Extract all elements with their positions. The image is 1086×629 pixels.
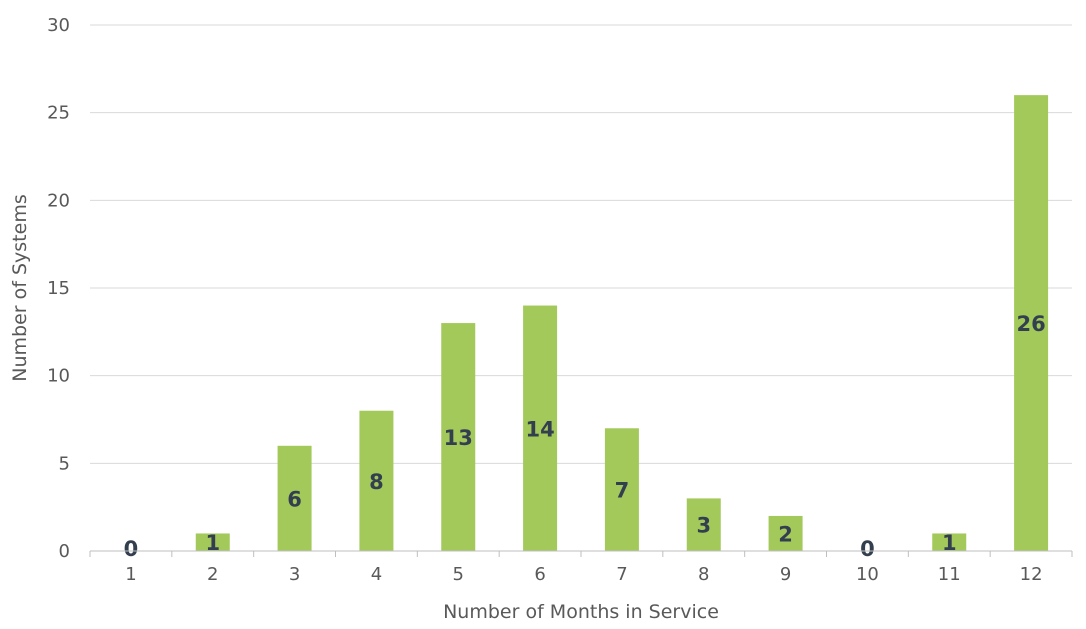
data-label: 8 xyxy=(369,470,384,494)
x-axis-title: Number of Months in Service xyxy=(443,601,719,623)
x-tick-label: 12 xyxy=(1020,564,1043,585)
x-tick-label: 1 xyxy=(125,564,136,585)
bar-12 xyxy=(1014,95,1049,551)
data-label: 6 xyxy=(287,487,302,511)
data-label: 13 xyxy=(444,426,473,450)
x-tick-label: 9 xyxy=(780,564,791,585)
x-tick-label: 7 xyxy=(616,564,627,585)
x-tick-label: 6 xyxy=(534,564,545,585)
x-tick-label: 8 xyxy=(698,564,709,585)
data-label: 26 xyxy=(1016,312,1045,336)
bar-5 xyxy=(441,323,476,551)
bar-3 xyxy=(277,445,312,551)
data-label: 0 xyxy=(860,537,875,561)
x-tick-labels: 1 2 3 4 5 6 7 8 9 10 11 12 xyxy=(125,564,1042,585)
bar-4 xyxy=(359,410,394,551)
bar-2 xyxy=(195,533,230,551)
data-label: 3 xyxy=(696,514,711,538)
x-tick-label: 3 xyxy=(289,564,300,585)
x-tick-label: 11 xyxy=(938,564,961,585)
x-tick-label: 5 xyxy=(453,564,464,585)
data-labels: 0 1 6 8 13 14 7 3 2 0 1 26 xyxy=(124,312,1046,561)
y-tick-label: 10 xyxy=(47,366,70,387)
y-tick-label: 30 xyxy=(47,15,70,36)
bar-8 xyxy=(686,498,721,551)
bar-9 xyxy=(768,515,803,551)
data-label: 2 xyxy=(778,522,793,546)
y-tick-label: 20 xyxy=(47,190,70,211)
data-label: 0 xyxy=(124,537,139,561)
x-tick-label: 10 xyxy=(856,564,879,585)
x-tick-label: 4 xyxy=(371,564,382,585)
data-label: 7 xyxy=(615,479,630,503)
y-tick-label: 0 xyxy=(59,541,70,562)
data-label: 14 xyxy=(525,417,554,441)
x-tick-label: 2 xyxy=(207,564,218,585)
data-label: 1 xyxy=(205,531,220,555)
bar-6 xyxy=(523,305,558,551)
bars xyxy=(195,95,1049,551)
bar-11 xyxy=(932,533,967,551)
y-axis-title: Number of Systems xyxy=(9,194,31,381)
y-tick-labels: 0 5 10 15 20 25 30 xyxy=(47,15,70,562)
y-tick-label: 25 xyxy=(47,103,70,124)
y-tick-label: 15 xyxy=(47,278,70,299)
y-tick-label: 5 xyxy=(59,453,70,474)
bar-7 xyxy=(604,428,639,551)
gridlines xyxy=(89,24,1073,557)
data-label: 1 xyxy=(942,531,957,555)
